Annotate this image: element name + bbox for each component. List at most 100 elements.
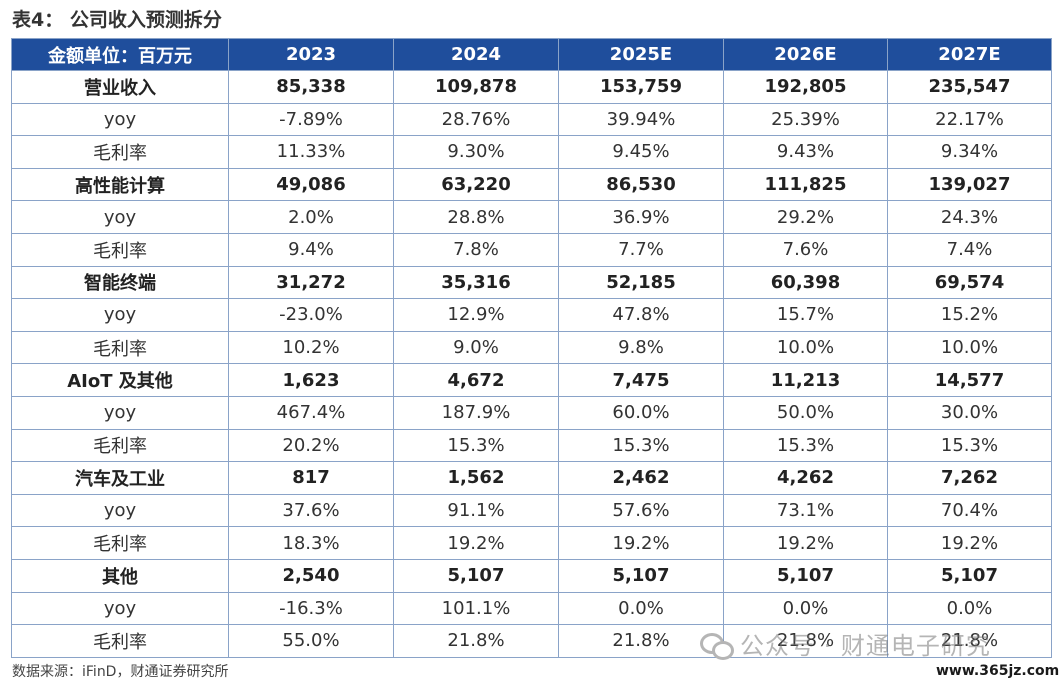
table-cell: 24.3% bbox=[887, 200, 1052, 234]
table-cell: 60.0% bbox=[558, 395, 724, 430]
row-label: yoy bbox=[11, 591, 229, 626]
row-label: yoy bbox=[11, 102, 229, 137]
table-cell: 7.4% bbox=[887, 232, 1052, 267]
watermark-text: 公众号 · 财通电子研究 bbox=[740, 631, 991, 660]
table-cell: 9.43% bbox=[723, 135, 888, 169]
table-cell: 22.17% bbox=[887, 102, 1052, 137]
table-cell: 2,462 bbox=[558, 461, 724, 495]
table-cell: 21.8% bbox=[393, 624, 559, 658]
table-cell: 37.6% bbox=[228, 493, 394, 528]
table-cell: 28.76% bbox=[393, 102, 559, 137]
row-label: 毛利率 bbox=[11, 624, 229, 658]
table-cell: 47.8% bbox=[558, 298, 724, 332]
table-cell: 192,805 bbox=[723, 70, 888, 104]
row-label: 毛利率 bbox=[11, 330, 229, 365]
table-cell: 7.8% bbox=[393, 232, 559, 267]
table-row-main: 高性能计算 49,086 63,220 86,530 111,825 139,027 bbox=[11, 167, 1052, 202]
table-cell: 15.3% bbox=[393, 428, 559, 463]
table-cell: 14,577 bbox=[887, 363, 1052, 397]
table-cell: 15.3% bbox=[887, 428, 1052, 463]
table-cell: 21.8% bbox=[887, 624, 1052, 658]
table-row-sub: 毛利率 9.4% 7.8% 7.7% 7.6% 7.4% bbox=[11, 232, 1052, 267]
row-label: 毛利率 bbox=[11, 232, 229, 267]
row-label: 毛利率 bbox=[11, 526, 229, 560]
header-unit: 金额单位：百万元 bbox=[11, 38, 229, 71]
watermark: 公众号 · 财通电子研究 bbox=[700, 623, 991, 663]
table-cell: 15.3% bbox=[723, 428, 888, 463]
table-cell: 57.6% bbox=[558, 493, 724, 528]
table-row-sub: yoy 467.4% 187.9% 60.0% 50.0% 30.0% bbox=[11, 395, 1052, 430]
row-label: yoy bbox=[11, 298, 229, 332]
table-cell: 50.0% bbox=[723, 395, 888, 430]
table-cell: 2,540 bbox=[228, 558, 394, 593]
table-cell: 60,398 bbox=[723, 265, 888, 300]
table-cell: 25.39% bbox=[723, 102, 888, 137]
table-cell: 49,086 bbox=[228, 167, 394, 202]
row-label: yoy bbox=[11, 493, 229, 528]
table-cell: 5,107 bbox=[887, 558, 1052, 593]
table-cell: 1,562 bbox=[393, 461, 559, 495]
table-cell: 30.0% bbox=[887, 395, 1052, 430]
table-cell: 5,107 bbox=[558, 558, 724, 593]
table-cell: 20.2% bbox=[228, 428, 394, 463]
table-cell: 69,574 bbox=[887, 265, 1052, 300]
table-cell: 109,878 bbox=[393, 70, 559, 104]
table-header-row: 金额单位：百万元 2023 2024 2025E 2026E 2027E bbox=[11, 38, 1052, 71]
row-label: 营业收入 bbox=[11, 70, 229, 104]
table-cell: 91.1% bbox=[393, 493, 559, 528]
table-cell: 28.8% bbox=[393, 200, 559, 234]
row-label: 汽车及工业 bbox=[11, 461, 229, 495]
row-label: 毛利率 bbox=[11, 135, 229, 169]
table-cell: 111,825 bbox=[723, 167, 888, 202]
table-cell: 0.0% bbox=[558, 591, 724, 626]
table-row-sub: 毛利率 10.2% 9.0% 9.8% 10.0% 10.0% bbox=[11, 330, 1052, 365]
table-cell: 0.0% bbox=[887, 591, 1052, 626]
table-cell: 9.0% bbox=[393, 330, 559, 365]
table-cell: -16.3% bbox=[228, 591, 394, 626]
row-label: 智能终端 bbox=[11, 265, 229, 300]
row-label: AIoT 及其他 bbox=[11, 363, 229, 397]
table-cell: 1,623 bbox=[228, 363, 394, 397]
table-cell: 9.34% bbox=[887, 135, 1052, 169]
table-cell: 467.4% bbox=[228, 395, 394, 430]
table-cell: 10.0% bbox=[887, 330, 1052, 365]
table-cell: 9.4% bbox=[228, 232, 394, 267]
table-cell: 9.8% bbox=[558, 330, 724, 365]
table-cell: 235,547 bbox=[887, 70, 1052, 104]
table-cell: -7.89% bbox=[228, 102, 394, 137]
table-row-sub: yoy 37.6% 91.1% 57.6% 73.1% 70.4% bbox=[11, 493, 1052, 528]
table-row-main: 营业收入 85,338 109,878 153,759 192,805 235,547 bbox=[11, 70, 1052, 104]
data-source-note: 数据来源：iFinD，财通证券研究所 bbox=[12, 664, 229, 680]
table-cell: 21.8% bbox=[558, 624, 724, 658]
row-label: 毛利率 bbox=[11, 428, 229, 463]
table-cell: 11,213 bbox=[723, 363, 888, 397]
table-cell: 63,220 bbox=[393, 167, 559, 202]
table-row-main: 其他 2,540 5,107 5,107 5,107 5,107 bbox=[11, 558, 1052, 593]
table-cell: 19.2% bbox=[393, 526, 559, 560]
table-cell: 70.4% bbox=[887, 493, 1052, 528]
table-cell: 10.0% bbox=[723, 330, 888, 365]
header-2025e: 2025E bbox=[558, 38, 724, 71]
header-2024: 2024 bbox=[393, 38, 559, 71]
table-cell: 9.30% bbox=[393, 135, 559, 169]
table-cell: 36.9% bbox=[558, 200, 724, 234]
table-cell: 29.2% bbox=[723, 200, 888, 234]
table-row-sub: yoy -7.89% 28.76% 39.94% 25.39% 22.17% bbox=[11, 102, 1052, 137]
table-cell: 35,316 bbox=[393, 265, 559, 300]
wechat-icon bbox=[700, 629, 734, 660]
table-cell: 10.2% bbox=[228, 330, 394, 365]
table-cell: 12.9% bbox=[393, 298, 559, 332]
table-cell: 2.0% bbox=[228, 200, 394, 234]
table-cell: 817 bbox=[228, 461, 394, 495]
row-label: yoy bbox=[11, 395, 229, 430]
table-row-sub: 毛利率 20.2% 15.3% 15.3% 15.3% 15.3% bbox=[11, 428, 1052, 463]
table-cell: 7.6% bbox=[723, 232, 888, 267]
table-cell: 7,475 bbox=[558, 363, 724, 397]
table-cell: 85,338 bbox=[228, 70, 394, 104]
table-cell: 11.33% bbox=[228, 135, 394, 169]
table-cell: 15.3% bbox=[558, 428, 724, 463]
table-cell: 19.2% bbox=[558, 526, 724, 560]
table-cell: 187.9% bbox=[393, 395, 559, 430]
table-row-sub: 毛利率 18.3% 19.2% 19.2% 19.2% 19.2% bbox=[11, 526, 1052, 560]
table-cell: 7,262 bbox=[887, 461, 1052, 495]
